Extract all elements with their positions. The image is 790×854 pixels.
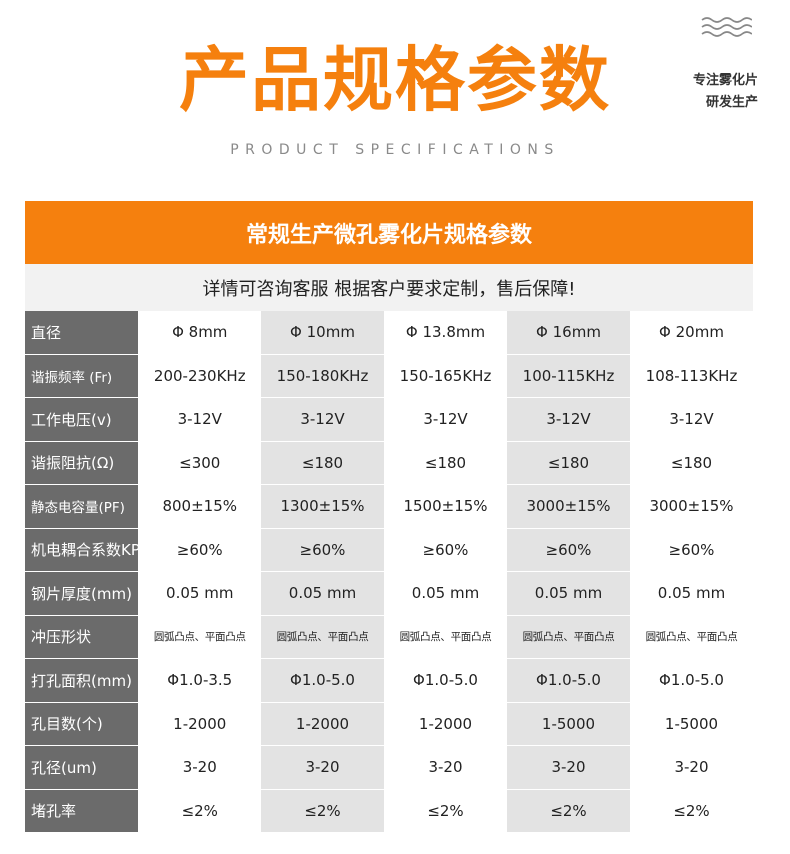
spec-cell: 圆弧凸点、平面凸点 bbox=[384, 615, 507, 659]
row-label: 堵孔率 bbox=[25, 789, 139, 833]
spec-cell: 圆弧凸点、平面凸点 bbox=[630, 615, 753, 659]
spec-cell: 3-12V bbox=[384, 397, 507, 442]
spec-cell: 3-12V bbox=[261, 397, 384, 442]
table-row: 工作电压(v) 3-12V 3-12V 3-12V 3-12V 3-12V bbox=[25, 397, 753, 442]
spec-cell: 3-20 bbox=[261, 745, 384, 790]
spec-cell: 108-113KHz bbox=[630, 354, 753, 398]
row-label: 工作电压(v) bbox=[25, 397, 139, 442]
page-title: 产品规格参数 bbox=[179, 39, 611, 121]
row-label: 机电耦合系数KP bbox=[25, 528, 139, 572]
spec-cell: ≥60% bbox=[261, 528, 384, 572]
spec-cell: ≤2% bbox=[138, 789, 261, 833]
spec-table: 直径 Φ 8mm Φ 10mm Φ 13.8mm Φ 16mm Φ 20mm 谐振频率 (F… bbox=[25, 311, 753, 833]
spec-cell: 1500±15% bbox=[384, 484, 507, 529]
spec-cell: 圆弧凸点、平面凸点 bbox=[138, 615, 261, 659]
spec-cell: Φ1.0-5.0 bbox=[630, 658, 753, 703]
spec-cell: 0.05 mm bbox=[507, 571, 630, 616]
spec-banner: 常规生产微孔雾化片规格参数 bbox=[25, 201, 753, 264]
row-label: 孔目数(个) bbox=[25, 702, 139, 746]
spec-cell: Φ 13.8mm bbox=[384, 311, 507, 355]
spec-cell: Φ1.0-5.0 bbox=[384, 658, 507, 703]
spec-cell: 3000±15% bbox=[630, 484, 753, 529]
side-note-line2: 研发生产 bbox=[705, 95, 758, 110]
spec-cell: ≤300 bbox=[138, 441, 261, 485]
spec-cell: ≤2% bbox=[630, 789, 753, 833]
spec-cell: ≥60% bbox=[507, 528, 630, 572]
row-label: 谐振阻抗(Ω) bbox=[25, 441, 139, 485]
spec-cell: ≤2% bbox=[261, 789, 384, 833]
spec-cell: 150-165KHz bbox=[384, 354, 507, 398]
spec-cell: 1300±15% bbox=[261, 484, 384, 529]
table-row: 谐振阻抗(Ω) ≤300 ≤180 ≤180 ≤180 ≤180 bbox=[25, 441, 753, 485]
spec-cell: 圆弧凸点、平面凸点 bbox=[261, 615, 384, 659]
spec-cell: Φ 10mm bbox=[261, 311, 384, 355]
row-label: 谐振频率 (Fr) bbox=[25, 354, 139, 398]
side-note-line1: 专注雾化片 bbox=[692, 73, 758, 88]
spec-cell: 150-180KHz bbox=[261, 354, 384, 398]
table-row: 孔目数(个) 1-2000 1-2000 1-2000 1-5000 1-5000 bbox=[25, 702, 753, 746]
spec-cell: ≤180 bbox=[384, 441, 507, 485]
spec-cell: ≤2% bbox=[507, 789, 630, 833]
spec-cell: 圆弧凸点、平面凸点 bbox=[507, 615, 630, 659]
spec-cell: 1-5000 bbox=[630, 702, 753, 746]
spec-cell: ≤2% bbox=[384, 789, 507, 833]
spec-cell: Φ 20mm bbox=[630, 311, 753, 355]
spec-cell: 100-115KHz bbox=[507, 354, 630, 398]
spec-cell: 0.05 mm bbox=[138, 571, 261, 616]
spec-cell: 3-12V bbox=[630, 397, 753, 442]
spec-cell: 3000±15% bbox=[507, 484, 630, 529]
row-label: 打孔面积(mm) bbox=[25, 658, 139, 703]
spec-cell: 3-12V bbox=[507, 397, 630, 442]
row-label: 孔径(um) bbox=[25, 745, 139, 790]
table-row: 静态电容量(PF) 800±15% 1300±15% 1500±15% 3000±15%… bbox=[25, 484, 753, 529]
table-row: 谐振频率 (Fr) 200-230KHz 150-180KHz 150-165KHz 1… bbox=[25, 354, 753, 398]
spec-cell: Φ1.0-5.0 bbox=[507, 658, 630, 703]
table-row: 冲压形状 圆弧凸点、平面凸点 圆弧凸点、平面凸点 圆弧凸点、平面凸点 圆弧凸点、平面凸点… bbox=[25, 615, 753, 659]
spec-cell: 0.05 mm bbox=[630, 571, 753, 616]
table-row: 孔径(um) 3-20 3-20 3-20 3-20 3-20 bbox=[25, 745, 753, 790]
spec-cell: 200-230KHz bbox=[138, 354, 261, 398]
spec-cell: ≥60% bbox=[138, 528, 261, 572]
spec-cell: 1-5000 bbox=[507, 702, 630, 746]
row-label: 钢片厚度(mm) bbox=[25, 571, 139, 616]
spec-cell: 1-2000 bbox=[261, 702, 384, 746]
spec-cell: Φ1.0-3.5 bbox=[138, 658, 261, 703]
spec-cell: 3-20 bbox=[138, 745, 261, 790]
table-row: 堵孔率 ≤2% ≤2% ≤2% ≤2% ≤2% bbox=[25, 789, 753, 833]
wave-lines-icon bbox=[701, 17, 752, 37]
spec-cell: 1-2000 bbox=[384, 702, 507, 746]
table-row: 直径 Φ 8mm Φ 10mm Φ 13.8mm Φ 16mm Φ 20mm bbox=[25, 311, 753, 355]
spec-cell: ≤180 bbox=[507, 441, 630, 485]
spec-cell: ≥60% bbox=[630, 528, 753, 572]
spec-cell: 0.05 mm bbox=[261, 571, 384, 616]
spec-cell: ≥60% bbox=[384, 528, 507, 572]
spec-cell: 3-20 bbox=[630, 745, 753, 790]
spec-cell: ≤180 bbox=[630, 441, 753, 485]
row-label: 静态电容量(PF) bbox=[25, 484, 139, 529]
spec-cell: 3-12V bbox=[138, 397, 261, 442]
spec-cell: Φ 8mm bbox=[138, 311, 261, 355]
spec-cell: Φ 16mm bbox=[507, 311, 630, 355]
row-label: 直径 bbox=[25, 311, 139, 355]
table-row: 机电耦合系数KP ≥60% ≥60% ≥60% ≥60% ≥60% bbox=[25, 528, 753, 572]
custom-notice: 详情可咨询客服 根据客户要求定制，售后保障! bbox=[25, 264, 753, 311]
spec-cell: 3-20 bbox=[384, 745, 507, 790]
table-row: 打孔面积(mm) Φ1.0-3.5 Φ1.0-5.0 Φ1.0-5.0 Φ1.0-5.0… bbox=[25, 658, 753, 703]
spec-cell: Φ1.0-5.0 bbox=[261, 658, 384, 703]
spec-cell: 3-20 bbox=[507, 745, 630, 790]
table-row: 钢片厚度(mm) 0.05 mm 0.05 mm 0.05 mm 0.05 mm 0.05… bbox=[25, 571, 753, 616]
side-note: 专注雾化片 研发生产 bbox=[668, 70, 758, 114]
spec-cell: ≤180 bbox=[261, 441, 384, 485]
spec-cell: 0.05 mm bbox=[384, 571, 507, 616]
spec-cell: 800±15% bbox=[138, 484, 261, 529]
spec-table-body: 直径 Φ 8mm Φ 10mm Φ 13.8mm Φ 16mm Φ 20mm 谐振频率 (F… bbox=[25, 311, 753, 833]
row-label: 冲压形状 bbox=[25, 615, 139, 659]
page-subtitle: PRODUCT SPECIFICATIONS bbox=[230, 142, 560, 158]
spec-cell: 1-2000 bbox=[138, 702, 261, 746]
